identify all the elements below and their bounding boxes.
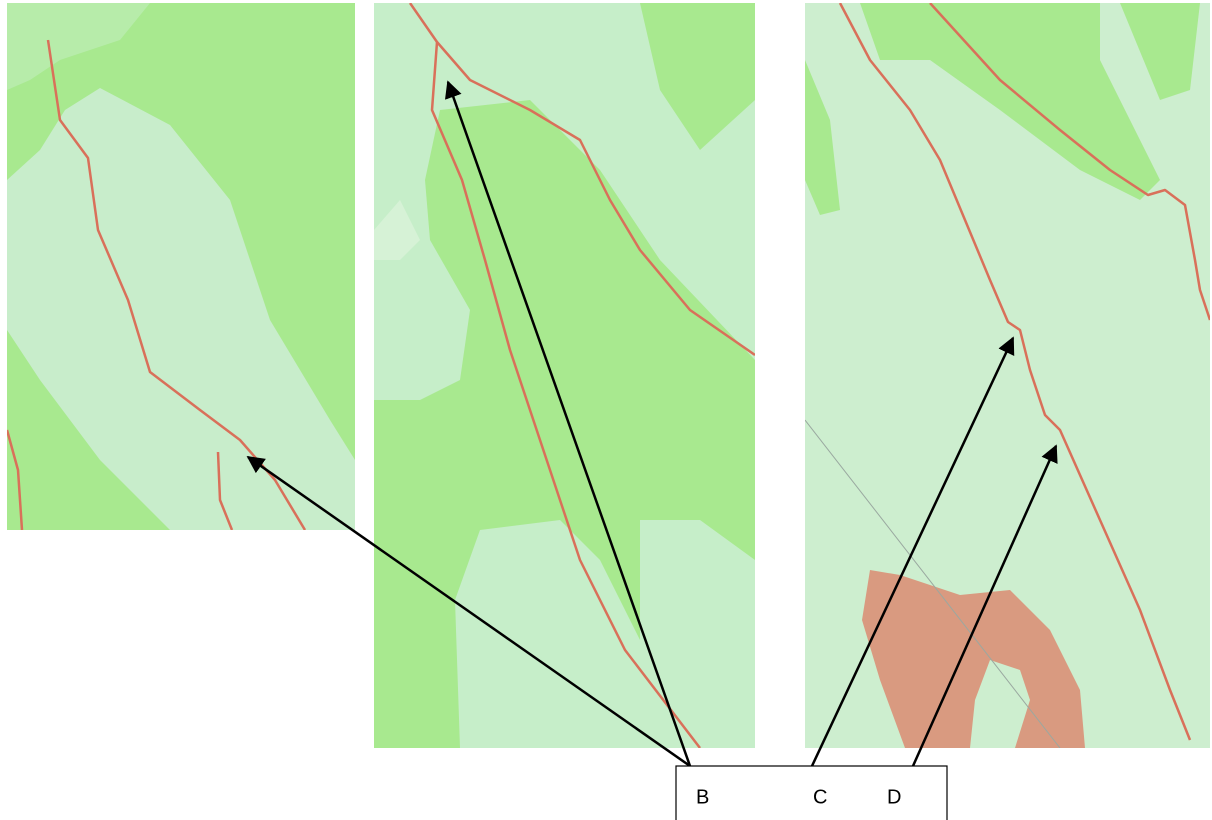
- map-panel-3: [805, 3, 1210, 748]
- label: D: [887, 786, 901, 808]
- label: B: [696, 786, 709, 808]
- label: C: [813, 786, 827, 808]
- map-panel-1: [7, 3, 355, 530]
- figure: B C D: [0, 0, 1212, 820]
- map-panel-2: [374, 3, 755, 748]
- label-box: [676, 766, 947, 820]
- page: B C D (() => { const data = JSON.parse(d…: [0, 0, 1212, 820]
